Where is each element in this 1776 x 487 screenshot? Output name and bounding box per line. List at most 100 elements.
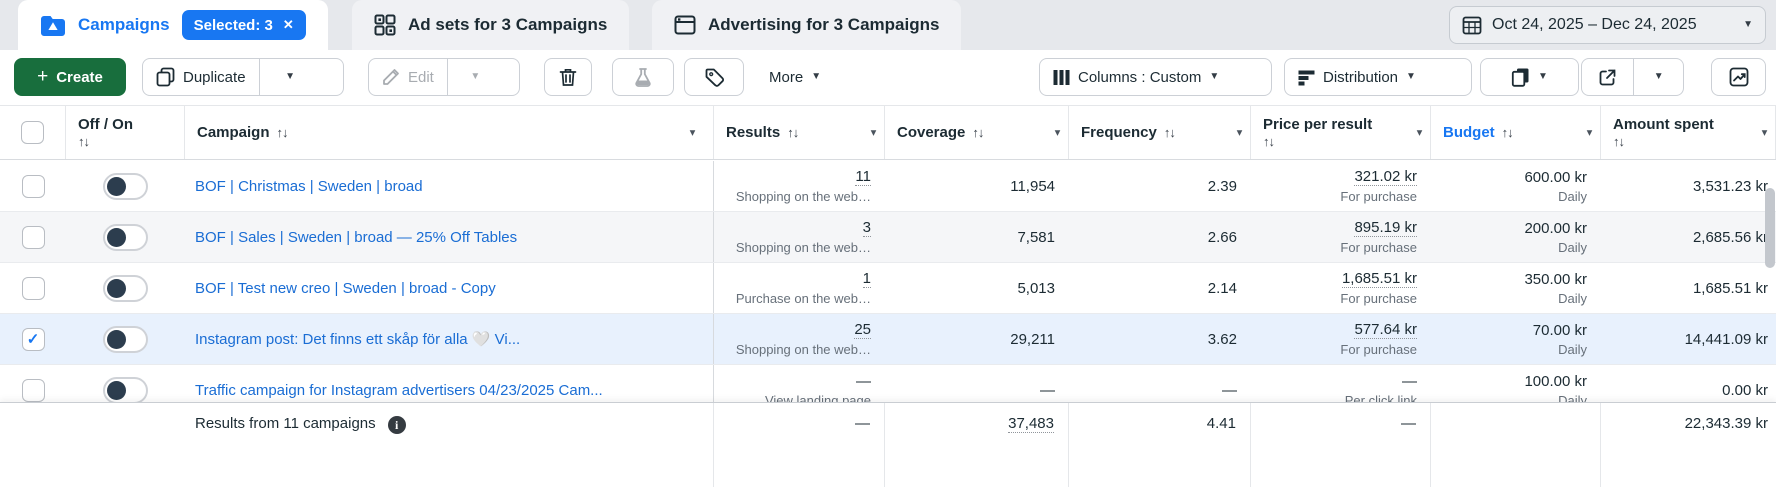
campaign-toggle[interactable] bbox=[103, 223, 148, 251]
column-header-campaign[interactable]: Campaign ↑↓ ▾ bbox=[185, 106, 714, 159]
columns-button[interactable]: Columns : Custom ▼ bbox=[1039, 58, 1272, 96]
column-header-coverage[interactable]: Coverage ↑↓ ▾ bbox=[885, 106, 1069, 159]
table-body: ✓ BOF | Christmas | Sweden | broad 11 Sho… bbox=[0, 161, 1776, 416]
column-header-results[interactable]: Results ↑↓ ▾ bbox=[714, 106, 885, 159]
create-label: Create bbox=[56, 68, 103, 86]
amount-spent-value: 1,685.51 kr bbox=[1692, 279, 1768, 297]
results-value[interactable]: 25 bbox=[854, 321, 871, 339]
column-header-frequency[interactable]: Frequency ↑↓ ▾ bbox=[1069, 106, 1251, 159]
campaign-link[interactable]: BOF | Test new creo | Sweden | broad - C… bbox=[195, 279, 496, 297]
price-menu-caret-icon[interactable]: ▾ bbox=[1416, 127, 1422, 138]
row-checkbox[interactable]: ✓ bbox=[21, 276, 45, 300]
summary-results: — bbox=[714, 403, 885, 487]
flask-icon bbox=[635, 67, 651, 87]
table-row: ✓ BOF | Christmas | Sweden | broad 11 Sho… bbox=[0, 161, 1776, 212]
clear-selection-icon[interactable]: ✕ bbox=[282, 17, 294, 32]
coverage-value: 5,013 bbox=[1017, 279, 1055, 297]
columns-caret-icon: ▼ bbox=[1209, 71, 1220, 82]
info-icon[interactable]: i bbox=[387, 416, 406, 434]
sort-icon[interactable]: ↑↓ bbox=[1263, 134, 1275, 149]
reports-button[interactable]: ▼ bbox=[1480, 58, 1579, 96]
select-all-checkbox[interactable]: ✓ bbox=[21, 121, 44, 144]
toggle-knob bbox=[107, 176, 126, 196]
duplicate-button[interactable]: Duplicate bbox=[143, 59, 259, 95]
budget-menu-caret-icon[interactable]: ▾ bbox=[1586, 127, 1592, 138]
price-value[interactable]: 577.64 kr bbox=[1354, 321, 1417, 339]
frequency-value: 2.66 bbox=[1207, 228, 1237, 246]
row-checkbox[interactable]: ✓ bbox=[21, 225, 45, 249]
price-subtitle: For purchase bbox=[1340, 240, 1417, 255]
coverage-header-label: Coverage bbox=[897, 124, 966, 141]
edit-button[interactable]: Edit bbox=[369, 59, 447, 95]
selected-badge[interactable]: Selected: 3 ✕ bbox=[181, 10, 306, 40]
distribution-button[interactable]: Distribution ▼ bbox=[1284, 58, 1472, 96]
budget-subtitle: Daily bbox=[1558, 239, 1587, 255]
results-value[interactable]: 3 bbox=[862, 219, 871, 237]
row-checkbox[interactable]: ✓ bbox=[21, 174, 45, 198]
sort-icon[interactable]: ↑↓ bbox=[972, 125, 984, 140]
export-dropdown[interactable]: ▼ bbox=[1633, 59, 1683, 95]
tag-icon bbox=[705, 68, 724, 87]
results-menu-caret-icon[interactable]: ▾ bbox=[870, 127, 876, 138]
edit-dropdown[interactable]: ▼ bbox=[446, 59, 503, 95]
summary-coverage[interactable]: 37,483 bbox=[885, 403, 1069, 487]
campaign-link[interactable]: Traffic campaign for Instagram advertise… bbox=[195, 381, 603, 399]
duplicate-dropdown[interactable]: ▼ bbox=[258, 59, 321, 95]
campaign-link[interactable]: BOF | Christmas | Sweden | broad bbox=[195, 177, 423, 195]
column-header-price[interactable]: Price per result ↑↓ ▾ bbox=[1251, 106, 1431, 159]
sort-icon[interactable]: ↑↓ bbox=[78, 134, 90, 149]
price-value[interactable]: 321.02 kr bbox=[1354, 168, 1417, 186]
tag-button[interactable] bbox=[684, 58, 744, 96]
more-button[interactable]: More ▼ bbox=[756, 58, 846, 96]
table-row-selected: ✓ Instagram post: Det finns ett skåp för… bbox=[0, 314, 1776, 365]
results-subtitle: Shopping on the web… bbox=[735, 342, 871, 357]
tab-ads[interactable]: Advertising for 3 Campaigns bbox=[652, 0, 962, 50]
toggle-knob bbox=[107, 380, 126, 400]
selected-badge-label: Selected: 3 bbox=[193, 16, 273, 34]
campaign-toggle[interactable] bbox=[103, 376, 148, 404]
row-checkbox[interactable]: ✓ bbox=[21, 378, 45, 402]
price-value[interactable]: 1,685.51 kr bbox=[1341, 270, 1417, 288]
campaign-menu-caret-icon[interactable]: ▾ bbox=[689, 127, 695, 138]
tab-campaigns[interactable]: Campaigns Selected: 3 ✕ bbox=[18, 0, 328, 50]
price-value[interactable]: 895.19 kr bbox=[1354, 219, 1417, 237]
sort-icon[interactable]: ↑↓ bbox=[1613, 134, 1625, 149]
plus-icon: + bbox=[37, 66, 49, 87]
row-checkbox-checked[interactable]: ✓ bbox=[21, 327, 45, 351]
frequency-menu-caret-icon[interactable]: ▾ bbox=[1236, 127, 1242, 138]
sort-icon[interactable]: ↑↓ bbox=[1501, 125, 1514, 140]
ab-test-button[interactable] bbox=[612, 58, 674, 96]
tab-ad-sets[interactable]: Ad sets for 3 Campaigns bbox=[352, 0, 630, 50]
results-value: — bbox=[856, 372, 871, 390]
duplicate-caret-icon: ▼ bbox=[285, 71, 295, 82]
campaign-link[interactable]: BOF | Sales | Sweden | broad — 25% Off T… bbox=[195, 228, 518, 246]
budget-subtitle: Daily bbox=[1558, 341, 1587, 357]
coverage-menu-caret-icon[interactable]: ▾ bbox=[1054, 127, 1060, 138]
date-range-button[interactable]: Oct 24, 2025 – Dec 24, 2025 ▼ bbox=[1449, 6, 1766, 44]
price-subtitle: For purchase bbox=[1340, 291, 1417, 306]
sort-icon[interactable]: ↑↓ bbox=[276, 125, 289, 140]
results-value[interactable]: 11 bbox=[855, 168, 871, 186]
campaign-toggle[interactable] bbox=[103, 325, 148, 353]
column-header-off-on[interactable]: Off / On ↑↓ bbox=[66, 106, 185, 159]
vertical-scrollbar[interactable] bbox=[1765, 188, 1775, 268]
calendar-icon bbox=[1462, 16, 1482, 35]
delete-button[interactable] bbox=[544, 58, 592, 96]
sort-icon[interactable]: ↑↓ bbox=[787, 125, 799, 140]
column-header-budget[interactable]: Budget ↑↓ ▾ bbox=[1431, 106, 1601, 159]
amount-spent-menu-caret-icon[interactable]: ▾ bbox=[1761, 127, 1767, 138]
sort-icon[interactable]: ↑↓ bbox=[1163, 125, 1176, 140]
column-header-amount-spent[interactable]: Amount spent ↑↓ ▾ bbox=[1601, 106, 1776, 159]
toggle-knob bbox=[107, 329, 126, 349]
ads-frame-icon bbox=[674, 15, 696, 35]
create-button[interactable]: + Create bbox=[14, 58, 126, 96]
export-button[interactable] bbox=[1582, 59, 1633, 95]
campaign-link[interactable]: Instagram post: Det finns ett skåp för a… bbox=[195, 331, 521, 348]
campaign-toggle[interactable] bbox=[103, 172, 148, 200]
results-subtitle: Purchase on the web… bbox=[735, 291, 871, 306]
summary-label-cell: Results from 11 campaigns i bbox=[185, 403, 714, 487]
charts-button[interactable] bbox=[1711, 58, 1766, 96]
columns-label: Columns : Custom bbox=[1078, 68, 1202, 86]
results-value[interactable]: 1 bbox=[862, 270, 871, 288]
campaign-toggle[interactable] bbox=[103, 274, 148, 302]
